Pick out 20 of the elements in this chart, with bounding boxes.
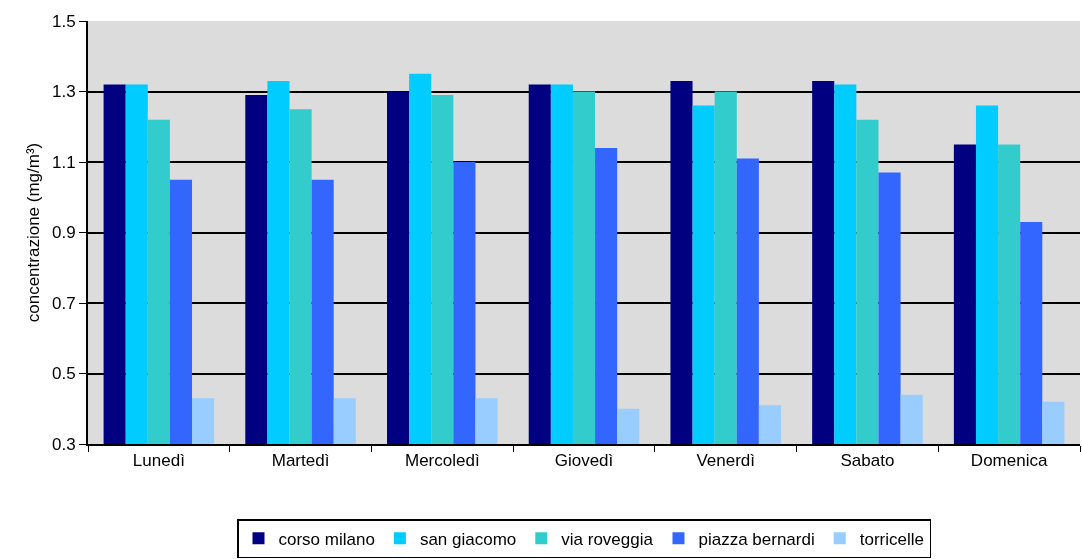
legend-label: via roveggia [561,529,654,549]
legend-label: san giacomo [419,529,517,549]
y-axis-title: concentrazione (mg/m³) [24,142,44,323]
x-tick-label: Venerdì [696,451,756,471]
x-tick-label: Lunedì [132,451,185,471]
y-tick-label: 0.7 [51,293,76,313]
y-tick-label: 0.9 [51,223,76,243]
y-tick-label: 1.1 [51,152,76,172]
y-tick-label: 0.3 [51,434,76,454]
x-tick-label: Mercoledì [404,451,480,471]
legend-label: piazza bernardi [698,529,815,549]
y-tick-label: 1.5 [51,11,76,31]
legend-label: torricelle [859,529,924,549]
x-tick-label: Domenica [970,451,1048,471]
y-tick-label: 1.3 [51,82,76,102]
y-tick-label: 0.5 [51,364,76,384]
x-tick-label: Martedì [271,451,330,471]
x-tick-label: Giovedì [554,451,614,471]
legend-label: corso milano [278,529,375,549]
x-tick-label: Sabato [840,451,895,471]
